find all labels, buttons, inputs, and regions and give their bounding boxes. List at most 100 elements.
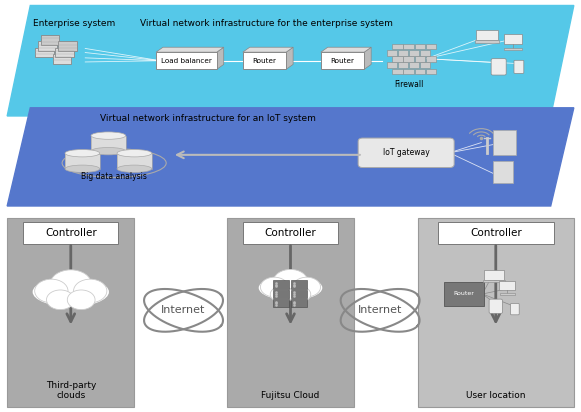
Bar <box>398 50 408 56</box>
FancyBboxPatch shape <box>511 303 519 315</box>
Bar <box>273 290 289 298</box>
FancyBboxPatch shape <box>58 41 77 51</box>
Text: Load balancer: Load balancer <box>161 58 212 64</box>
Text: Internet: Internet <box>162 305 206 315</box>
Bar <box>273 281 289 289</box>
Bar <box>484 270 504 280</box>
FancyBboxPatch shape <box>321 52 364 69</box>
Polygon shape <box>364 47 371 69</box>
FancyBboxPatch shape <box>243 52 286 69</box>
Polygon shape <box>243 47 293 52</box>
Bar <box>500 281 515 290</box>
Text: Virtual network infrastructure for the enterprise system: Virtual network infrastructure for the e… <box>140 19 393 28</box>
FancyBboxPatch shape <box>514 60 524 73</box>
Text: Router: Router <box>454 291 475 297</box>
FancyBboxPatch shape <box>23 222 119 244</box>
Circle shape <box>273 269 308 294</box>
Circle shape <box>293 277 321 297</box>
Circle shape <box>260 277 288 297</box>
Bar <box>415 69 425 74</box>
Ellipse shape <box>65 165 100 173</box>
FancyBboxPatch shape <box>156 52 217 69</box>
Ellipse shape <box>117 150 152 157</box>
Bar <box>392 44 403 49</box>
Ellipse shape <box>117 165 152 173</box>
Text: Third-party
clouds: Third-party clouds <box>45 381 96 400</box>
Bar <box>403 56 414 62</box>
Bar <box>291 281 307 289</box>
Bar <box>291 299 307 307</box>
Bar <box>387 63 397 68</box>
FancyBboxPatch shape <box>7 218 134 407</box>
Text: Internet: Internet <box>358 305 402 315</box>
Bar <box>65 153 100 169</box>
Bar <box>493 161 513 183</box>
FancyBboxPatch shape <box>38 42 57 51</box>
Ellipse shape <box>259 276 322 300</box>
FancyBboxPatch shape <box>491 59 506 75</box>
Ellipse shape <box>65 150 100 157</box>
Ellipse shape <box>91 147 125 155</box>
Bar <box>420 50 431 56</box>
Bar <box>398 63 408 68</box>
Text: Big data analysis: Big data analysis <box>81 173 147 181</box>
Text: Controller: Controller <box>470 228 522 238</box>
Bar <box>420 63 431 68</box>
FancyBboxPatch shape <box>358 138 454 168</box>
Text: User location: User location <box>466 391 526 400</box>
Bar <box>504 34 522 44</box>
FancyBboxPatch shape <box>243 222 338 244</box>
Text: Controller: Controller <box>264 228 317 238</box>
Circle shape <box>270 286 293 302</box>
Bar <box>387 50 397 56</box>
Bar <box>493 130 516 155</box>
Bar <box>415 44 425 49</box>
Bar <box>476 30 498 40</box>
FancyBboxPatch shape <box>227 218 354 407</box>
Polygon shape <box>156 47 224 52</box>
Circle shape <box>74 279 107 303</box>
FancyBboxPatch shape <box>438 222 554 244</box>
Bar <box>426 44 436 49</box>
Text: Enterprise system: Enterprise system <box>33 19 116 28</box>
Circle shape <box>35 279 68 303</box>
Text: IoT gateway: IoT gateway <box>383 148 429 157</box>
Bar <box>409 63 419 68</box>
Polygon shape <box>286 47 293 69</box>
Bar <box>403 44 414 49</box>
Circle shape <box>288 286 311 302</box>
Text: Virtual network infrastructure for an IoT system: Virtual network infrastructure for an Io… <box>100 114 315 122</box>
Bar <box>273 299 289 307</box>
Polygon shape <box>7 108 574 206</box>
Bar <box>426 56 436 62</box>
Circle shape <box>46 290 74 309</box>
Bar <box>475 40 499 43</box>
Bar <box>91 136 125 151</box>
FancyBboxPatch shape <box>41 35 59 45</box>
FancyBboxPatch shape <box>55 47 74 57</box>
Bar <box>392 56 403 62</box>
Text: Controller: Controller <box>45 228 96 238</box>
Bar <box>500 293 515 295</box>
Text: Router: Router <box>331 58 354 64</box>
Bar <box>504 48 522 50</box>
Bar <box>291 290 307 298</box>
Polygon shape <box>217 47 224 69</box>
Text: Firewall: Firewall <box>394 80 424 89</box>
Bar <box>392 69 403 74</box>
Bar <box>426 69 436 74</box>
Polygon shape <box>7 5 574 116</box>
Circle shape <box>67 290 95 309</box>
Ellipse shape <box>91 132 125 139</box>
Polygon shape <box>321 47 371 52</box>
Circle shape <box>50 270 92 299</box>
Bar <box>483 280 505 282</box>
FancyBboxPatch shape <box>53 54 71 63</box>
Bar <box>117 153 152 169</box>
FancyBboxPatch shape <box>35 48 54 57</box>
Text: Router: Router <box>253 58 277 64</box>
FancyBboxPatch shape <box>418 218 574 407</box>
Bar <box>403 69 414 74</box>
Ellipse shape <box>33 277 109 307</box>
FancyBboxPatch shape <box>444 282 483 306</box>
